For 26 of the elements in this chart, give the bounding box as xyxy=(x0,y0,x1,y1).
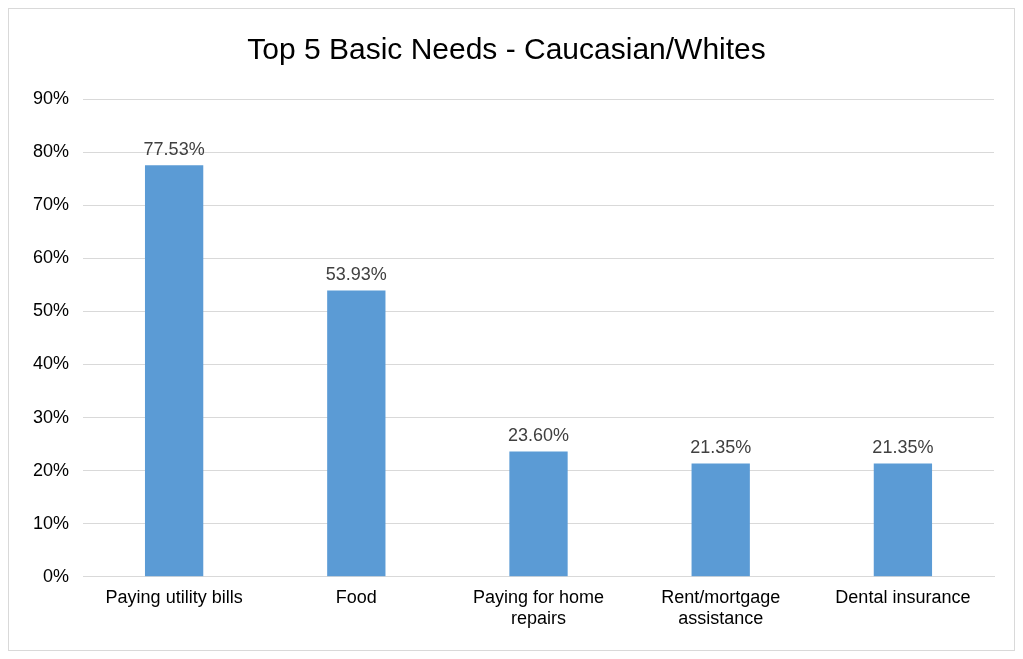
data-label: 21.35% xyxy=(690,437,752,458)
chart-title: Top 5 Basic Needs - Caucasian/Whites xyxy=(247,32,766,66)
y-tick-label: 50% xyxy=(33,300,70,321)
x-tick-label: Dental insurance xyxy=(835,586,971,607)
bar xyxy=(509,451,568,577)
data-label: 53.93% xyxy=(325,264,387,285)
x-tick-label: Paying for home repairs xyxy=(472,586,605,629)
bar xyxy=(873,463,933,577)
data-label: 21.35% xyxy=(872,437,934,458)
bar xyxy=(144,165,204,577)
x-tick-label: Food xyxy=(335,586,377,607)
data-label: 23.60% xyxy=(507,425,570,446)
y-tick-label: 60% xyxy=(33,247,70,268)
bar xyxy=(691,463,750,577)
y-tick-label: 40% xyxy=(33,353,70,374)
data-label: 77.53% xyxy=(143,139,205,160)
y-tick-label: 30% xyxy=(33,406,70,427)
y-tick-label: 70% xyxy=(33,194,70,215)
y-tick-label: 90% xyxy=(33,87,70,108)
y-tick-label: 80% xyxy=(33,141,70,162)
y-tick-label: 0% xyxy=(43,565,70,586)
y-tick-label: 20% xyxy=(33,459,70,480)
x-tick-label: Paying utility bills xyxy=(105,586,243,607)
y-tick-label: 10% xyxy=(33,512,70,533)
bar xyxy=(327,290,386,577)
x-tick-label: Rent/mortgage assistance xyxy=(661,586,781,629)
